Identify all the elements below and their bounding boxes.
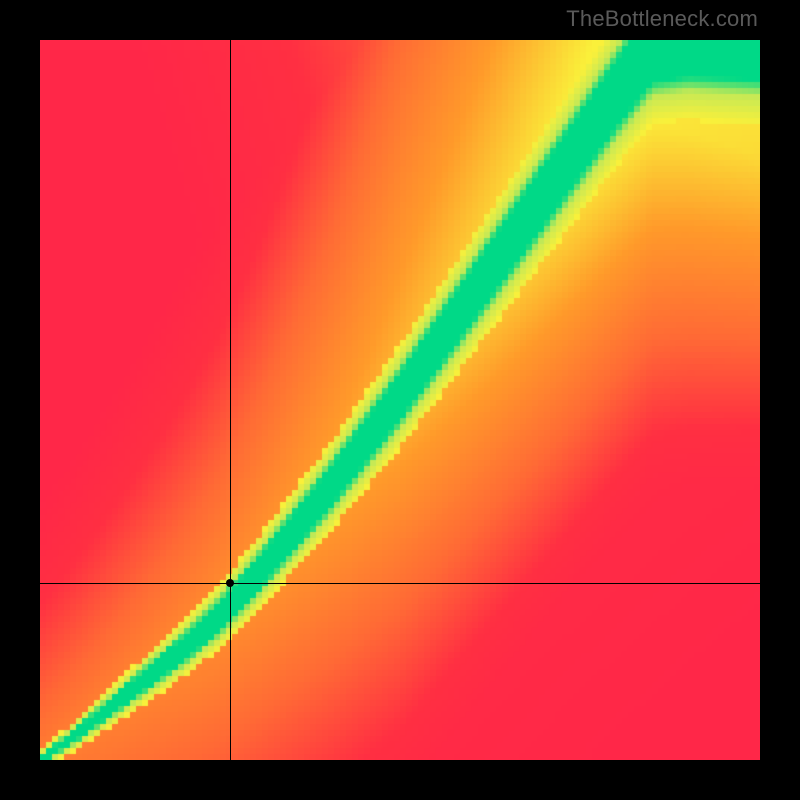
heatmap-canvas bbox=[40, 40, 760, 760]
watermark-text: TheBottleneck.com bbox=[566, 6, 758, 32]
plot-area bbox=[40, 40, 760, 760]
data-point-marker bbox=[226, 579, 234, 587]
crosshair-horizontal bbox=[40, 583, 760, 584]
chart-container: TheBottleneck.com bbox=[0, 0, 800, 800]
crosshair-vertical bbox=[230, 40, 231, 760]
